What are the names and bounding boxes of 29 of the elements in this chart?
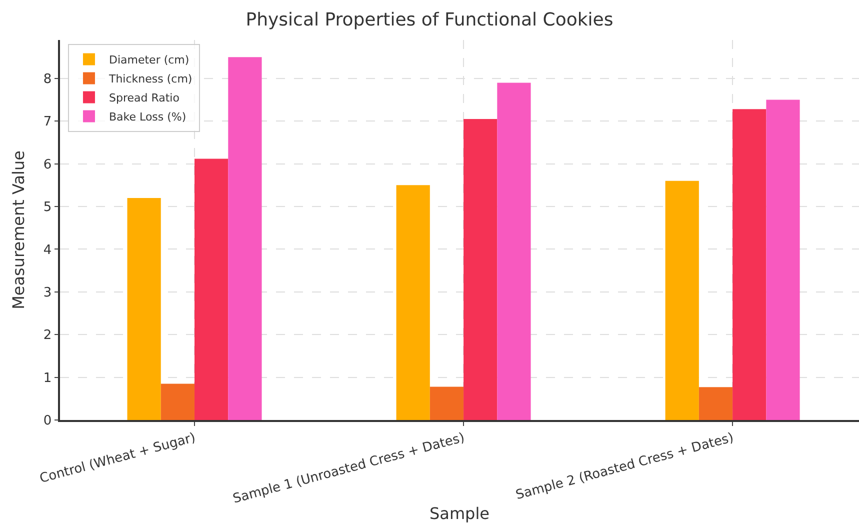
legend-label: Bake Loss (%) <box>108 110 186 124</box>
x-axis-title: Sample <box>430 504 490 523</box>
bar <box>464 118 498 420</box>
y-tick-label: 2 <box>43 328 52 344</box>
bar <box>127 198 161 420</box>
chart-title: Physical Properties of Functional Cookies <box>246 10 614 31</box>
bar <box>160 384 195 420</box>
bar <box>430 386 464 420</box>
bar <box>732 109 766 420</box>
y-tick-label: 1 <box>43 370 52 386</box>
bar <box>396 185 430 420</box>
bar <box>228 57 262 420</box>
y-tick-label: 5 <box>43 200 52 216</box>
y-tick-label: 3 <box>43 285 52 300</box>
legend-label: Diameter (cm) <box>108 54 190 67</box>
bar <box>766 100 800 420</box>
x-tick-label: Control (Wheat + Sugar) <box>38 430 198 487</box>
y-axis-title: Measurement Value <box>8 150 28 310</box>
bar <box>698 387 733 420</box>
y-tick-label: 0 <box>43 414 52 429</box>
y-tick-label: 7 <box>43 114 52 130</box>
bar <box>665 180 699 420</box>
legend-label: Spread Ratio <box>108 92 180 105</box>
legend-label: Thickness (cm) <box>108 72 192 86</box>
y-tick-label: 4 <box>43 242 52 258</box>
y-tick-label: 6 <box>43 157 52 172</box>
bar <box>194 158 228 420</box>
bar <box>497 82 531 420</box>
y-tick-label: 8 <box>43 72 52 87</box>
